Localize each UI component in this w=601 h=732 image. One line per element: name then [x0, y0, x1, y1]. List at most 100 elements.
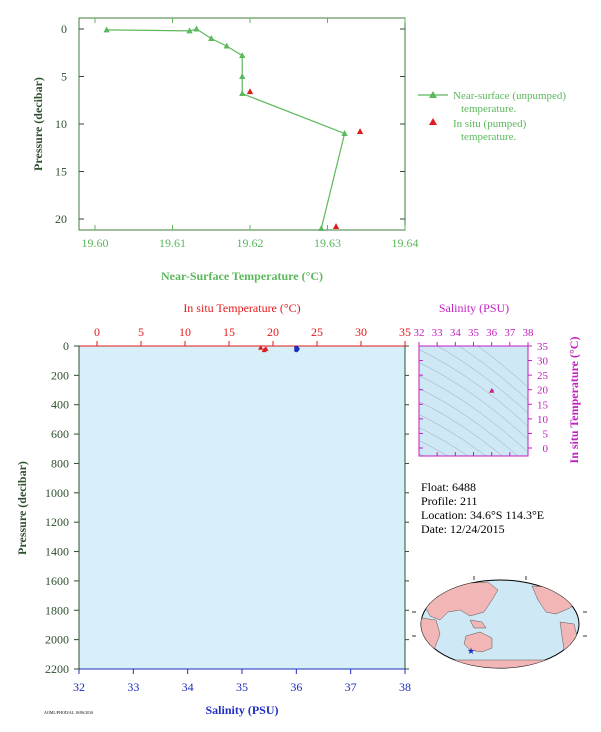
salinity-tick-label: 34 [182, 680, 194, 694]
top-x-tick-label: 19.64 [392, 236, 419, 250]
profile-temperature-ticks: 0 5 10 15 20 25 30 35 [94, 325, 411, 346]
near-surface-temperature-point [239, 90, 246, 97]
density-contour [436, 346, 528, 414]
near-surface-temperature-point [186, 27, 193, 34]
top-x-tick-label: 19.63 [314, 236, 341, 250]
temp-tick-label: 5 [138, 325, 144, 339]
pressure-tick-label: 0 [63, 339, 69, 353]
top-data-series [103, 25, 364, 231]
density-contour [419, 349, 528, 427]
ts-x-tick-label: 35 [468, 327, 480, 339]
ts-x-tick-label: 37 [504, 327, 516, 339]
pressure-tick-label: 200 [51, 368, 69, 382]
profile-salinity-ticks: 32 33 34 35 36 37 38 [73, 669, 411, 694]
profile-data-points [258, 344, 300, 353]
near-surface-temperature-point [239, 52, 246, 59]
temp-tick-label: 15 [223, 325, 235, 339]
pressure-tick-label: 2000 [45, 633, 69, 647]
near-surface-temperature-point [103, 26, 110, 33]
density-contour [419, 388, 519, 456]
ts-y-tick-label: 25 [537, 370, 549, 382]
top-y-tick-label: 20 [55, 212, 67, 226]
profile-chart: 0 5 10 15 20 25 30 35 32 33 34 35 36 37 38 0 200 400 600… [15, 301, 411, 717]
profile-temperature-axis-label: In situ Temperature (°C) [183, 301, 300, 315]
top-x-tick-label: 19.62 [237, 236, 264, 250]
ts-y-tick-label: 15 [537, 399, 549, 411]
temp-tick-label: 0 [94, 325, 100, 339]
top-x-axis-ticks: 19.60 19.61 19.62 19.63 19.64 [82, 18, 419, 250]
density-contour [419, 401, 503, 456]
near-surface-temperature-line [106, 28, 346, 229]
ts-diagram: 32 33 34 35 36 37 38 0 5 10 15 20 25 30 35 Salinity (… [414, 301, 582, 464]
temp-tick-label: 30 [355, 325, 367, 339]
ts-x-tick-label: 38 [523, 327, 535, 339]
profile-chart-background [79, 346, 405, 669]
profile-pressure-axis-label: Pressure (decibar) [15, 461, 29, 555]
ts-density-contours [419, 346, 528, 456]
top-y-tick-label: 0 [61, 22, 67, 36]
profile-pressure-ticks: 0 200 400 600 800 1000 1200 1400 1600 1800 2000 220… [45, 339, 409, 676]
density-contour [419, 414, 487, 456]
float-location-marker: ★ [467, 646, 475, 656]
near-surface-temperature-point [223, 42, 230, 49]
ts-y-tick-label: 10 [537, 414, 549, 426]
top-x-tick-label: 19.60 [82, 236, 109, 250]
pressure-tick-label: 1200 [45, 515, 69, 529]
profile-salinity-axis-label: Salinity (PSU) [205, 703, 278, 717]
ts-y-tick-label: 0 [543, 443, 549, 455]
ts-x-tick-label: 33 [432, 327, 444, 339]
salinity-tick-label: 35 [236, 680, 248, 694]
near-surface-temperature-point [318, 225, 325, 231]
ts-temperature-ticks: 0 5 10 15 20 25 30 35 [419, 341, 549, 455]
density-contour [419, 427, 469, 456]
ts-background [419, 346, 528, 456]
ts-y-tick-label: 20 [537, 385, 549, 397]
australia-landmass [463, 631, 493, 653]
near-surface-temperature-point [193, 25, 200, 32]
density-contour [419, 440, 449, 456]
in-situ-temperature-point [246, 88, 254, 95]
density-contour [477, 346, 528, 388]
pressure-tick-label: 2200 [45, 662, 69, 676]
pressure-tick-label: 1000 [45, 486, 69, 500]
date: Date: 12/24/2015 [421, 522, 505, 536]
profile-temperature-point [258, 344, 264, 350]
ts-salinity-axis-label: Salinity (PSU) [439, 301, 509, 315]
near-surface-temperature-point [341, 130, 348, 136]
legend-unpumped-label-1: Near-surface (unpumped) [453, 90, 566, 102]
salinity-tick-label: 33 [127, 680, 139, 694]
top-y-axis-ticks: 0 5 10 15 20 [55, 22, 405, 226]
pressure-tick-label: 1800 [45, 603, 69, 617]
salinity-tick-label: 38 [399, 680, 411, 694]
pressure-tick-label: 600 [51, 427, 69, 441]
top-x-axis-label: Near-Surface Temperature (°C) [161, 269, 323, 283]
salinity-tick-label: 37 [345, 680, 357, 694]
ts-salinity-ticks: 32 33 34 35 36 37 38 [414, 327, 535, 456]
ts-x-tick-label: 34 [450, 327, 462, 339]
legend-pumped-label-1: In situ (pumped) [453, 118, 527, 130]
near-surface-temperature-point [208, 35, 215, 41]
profile-salinity-point [294, 347, 299, 353]
top-legend: Near-surface (unpumped) temperature. In … [418, 90, 566, 143]
ts-y-tick-label: 35 [537, 341, 549, 353]
profile-temperature-point [261, 347, 267, 353]
density-contour [458, 346, 528, 401]
ts-data-points [489, 388, 495, 393]
near-surface-temperature-point [239, 73, 246, 79]
legend-unpumped-label-2: temperature. [461, 103, 517, 115]
temp-tick-label: 10 [179, 325, 191, 339]
pressure-tick-label: 1400 [45, 545, 69, 559]
ts-y-tick-label: 5 [543, 428, 549, 440]
density-contour [419, 362, 528, 440]
ts-temperature-axis-label: In situ Temperature (°C) [567, 337, 581, 464]
legend-pumped-marker [429, 118, 437, 125]
temp-tick-label: 20 [267, 325, 279, 339]
salinity-tick-label: 32 [73, 680, 85, 694]
in-situ-temperature-point [356, 128, 364, 135]
ts-point-overlay [490, 389, 494, 393]
pressure-tick-label: 800 [51, 456, 69, 470]
top-chart-frame [78, 17, 406, 231]
in-situ-temperature-point [332, 223, 340, 230]
top-y-axis-label: Pressure (decibar) [31, 77, 45, 171]
